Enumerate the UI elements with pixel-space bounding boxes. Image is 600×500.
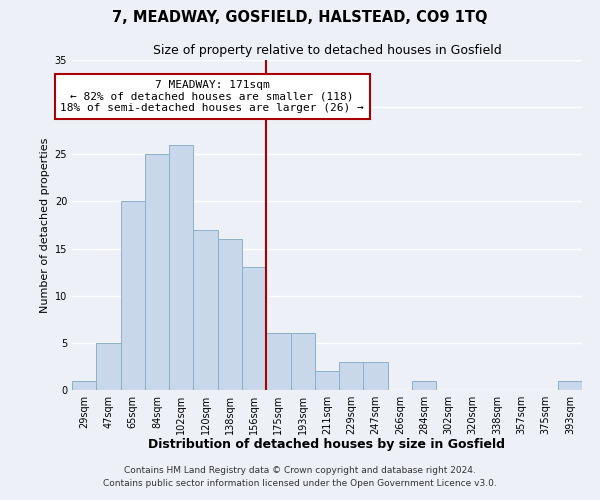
Bar — [193, 230, 218, 390]
Bar — [315, 371, 339, 390]
Bar — [266, 334, 290, 390]
Bar — [96, 343, 121, 390]
Bar — [169, 145, 193, 390]
Bar — [558, 380, 582, 390]
Text: 7, MEADWAY, GOSFIELD, HALSTEAD, CO9 1TQ: 7, MEADWAY, GOSFIELD, HALSTEAD, CO9 1TQ — [112, 10, 488, 25]
Title: Size of property relative to detached houses in Gosfield: Size of property relative to detached ho… — [152, 44, 502, 58]
Bar — [364, 362, 388, 390]
Y-axis label: Number of detached properties: Number of detached properties — [40, 138, 50, 312]
Bar — [121, 202, 145, 390]
Bar — [72, 380, 96, 390]
Text: Contains HM Land Registry data © Crown copyright and database right 2024.
Contai: Contains HM Land Registry data © Crown c… — [103, 466, 497, 487]
Bar — [145, 154, 169, 390]
Bar — [290, 334, 315, 390]
X-axis label: Distribution of detached houses by size in Gosfield: Distribution of detached houses by size … — [149, 438, 505, 452]
Bar — [339, 362, 364, 390]
Bar — [242, 268, 266, 390]
Bar — [412, 380, 436, 390]
Text: 7 MEADWAY: 171sqm
← 82% of detached houses are smaller (118)
18% of semi-detache: 7 MEADWAY: 171sqm ← 82% of detached hous… — [61, 80, 364, 113]
Bar — [218, 239, 242, 390]
